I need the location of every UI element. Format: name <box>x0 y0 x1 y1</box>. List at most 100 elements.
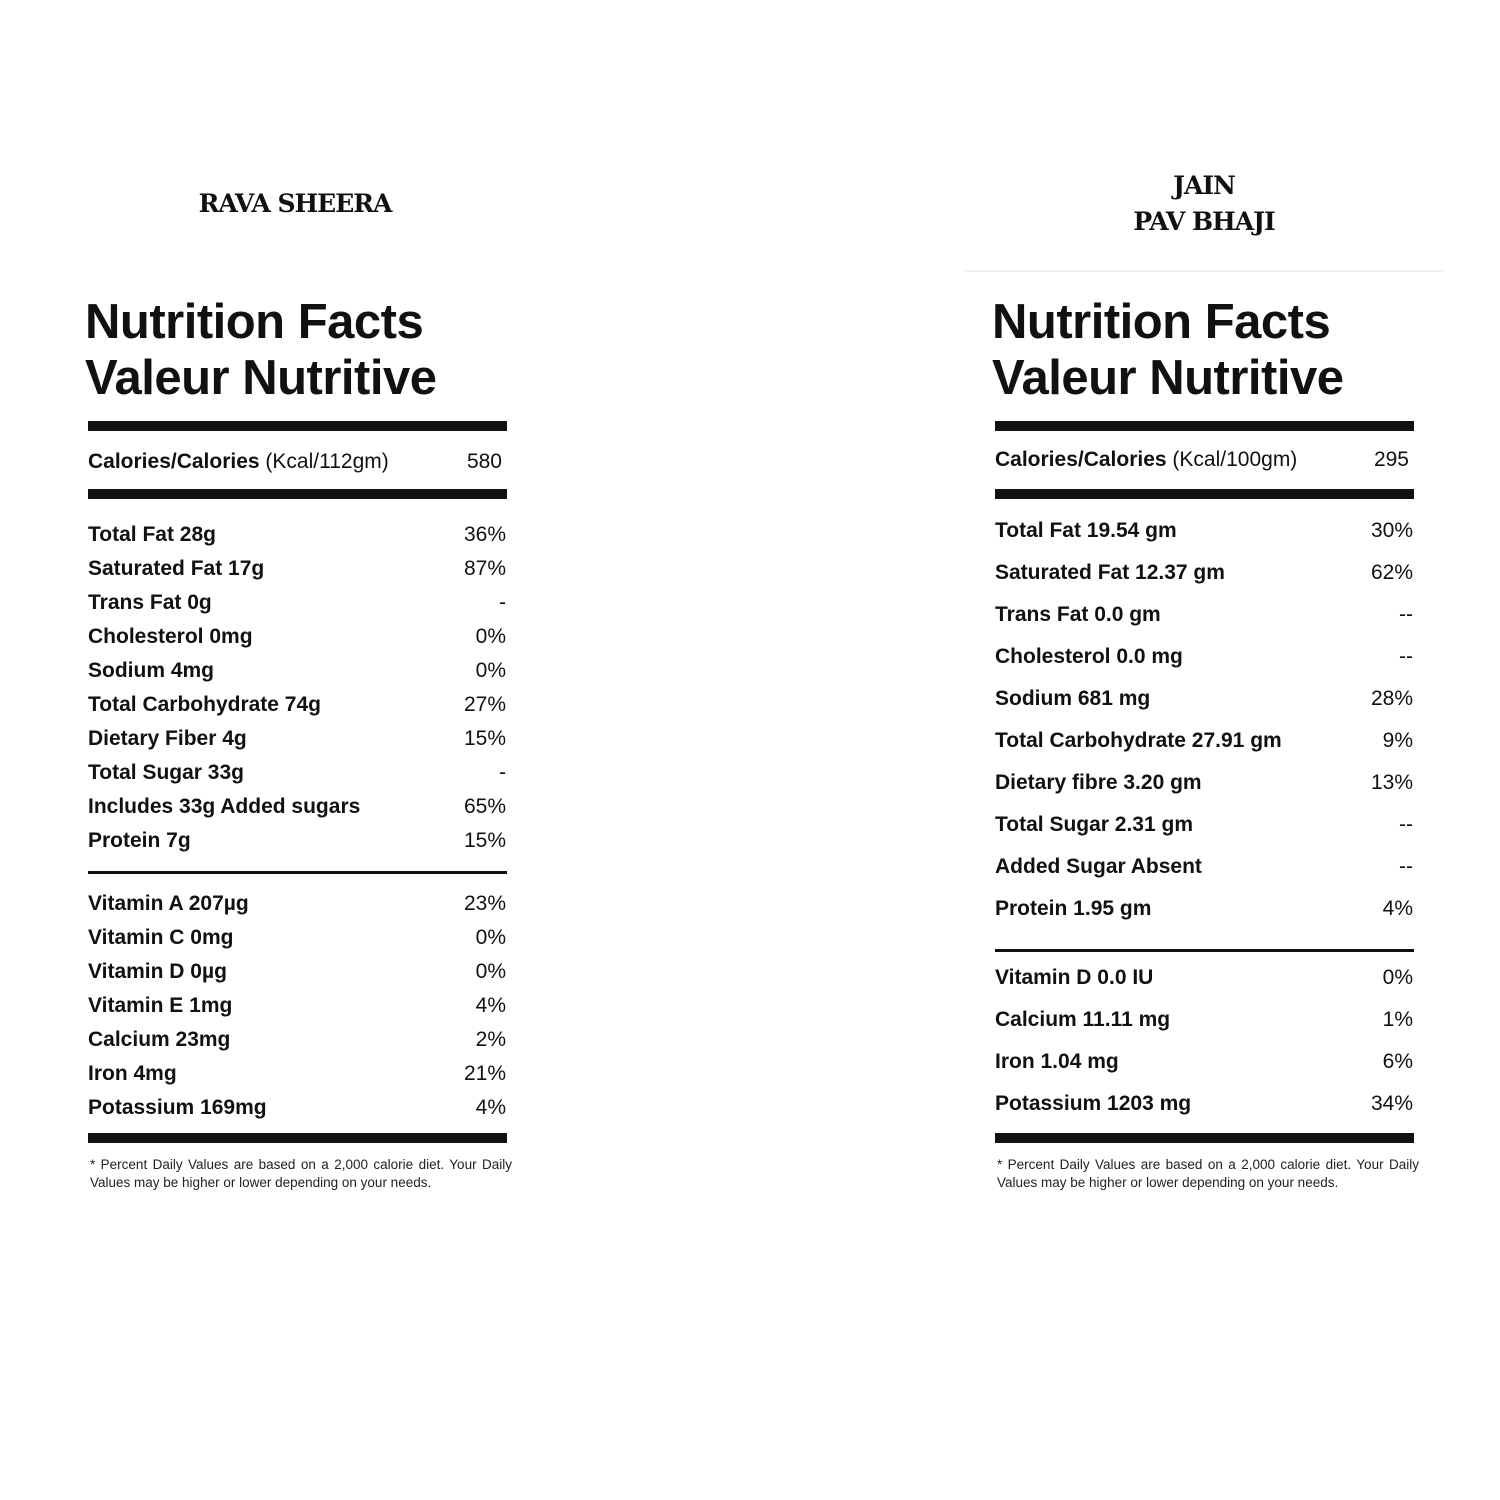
footnote: * Percent Daily Values are based on a 2,… <box>90 1157 512 1190</box>
product-name: RAVA SHEERA <box>100 186 490 222</box>
title-french: Valeur Nutritive <box>992 351 1344 405</box>
nutrient-label: Sodium 681 mg <box>995 687 1151 710</box>
daily-value: 4% <box>1382 897 1413 920</box>
vitamin-label: Vitamin C 0mg <box>88 926 234 949</box>
nutrient-label: Total Sugar 2.31 gm <box>995 813 1193 836</box>
daily-value: - <box>499 591 506 614</box>
daily-value: 6% <box>1382 1050 1413 1073</box>
nutrient-row: Cholesterol 0mg 0% <box>88 620 506 654</box>
nutrient-label: Protein 7g <box>88 829 191 852</box>
nutrient-row: Saturated Fat 17g 87% <box>88 552 506 586</box>
vitamin-row: Iron 4mg 21% <box>88 1057 506 1091</box>
nutrient-label: Total Fat 28g <box>88 523 216 546</box>
calories-row: Calories/Calories (Kcal/100gm) 295 <box>995 443 1413 477</box>
vitamin-label: Iron 1.04 mg <box>995 1050 1119 1073</box>
nutrient-label: Cholesterol 0mg <box>88 625 253 648</box>
vitamin-label: Potassium 169mg <box>88 1096 267 1119</box>
vitamin-row: Vitamin D 0.0 IU 0% <box>995 961 1413 995</box>
nutrient-row: Saturated Fat 12.37 gm 62% <box>995 556 1413 590</box>
nutrient-label: Total Carbohydrate 27.91 gm <box>995 729 1282 752</box>
vitamin-row: Vitamin D 0µg 0% <box>88 955 506 989</box>
nutrient-row: Total Carbohydrate 27.91 gm 9% <box>995 724 1413 758</box>
daily-value: 9% <box>1382 729 1413 752</box>
nutrient-row: Trans Fat 0g - <box>88 586 506 620</box>
nutrient-row: Protein 1.95 gm 4% <box>995 892 1413 926</box>
vitamin-row: Potassium 169mg 4% <box>88 1091 506 1125</box>
daily-value: 1% <box>1382 1008 1413 1031</box>
daily-value: 0% <box>475 926 506 949</box>
nutrient-label: Dietary Fiber 4g <box>88 727 247 750</box>
calories-label-text: Calories/Calories <box>995 448 1173 471</box>
title-english: Nutrition Facts <box>85 295 424 349</box>
nutrient-label: Added Sugar Absent <box>995 855 1202 878</box>
calories-label: Calories/Calories (Kcal/100gm) <box>995 448 1297 472</box>
nutrient-row: Total Sugar 33g - <box>88 756 506 790</box>
title-english: Nutrition Facts <box>992 295 1331 349</box>
nutrient-label: Protein 1.95 gm <box>995 897 1152 920</box>
thick-rule <box>995 489 1414 499</box>
thin-rule <box>995 949 1414 952</box>
vitamin-row: Vitamin C 0mg 0% <box>88 921 506 955</box>
nutrient-label: Total Sugar 33g <box>88 761 244 784</box>
nutrient-row: Trans Fat 0.0 gm -- <box>995 598 1413 632</box>
daily-value: 4% <box>475 994 506 1017</box>
vitamin-label: Calcium 11.11 mg <box>995 1008 1171 1031</box>
nutrient-row: Total Carbohydrate 74g 27% <box>88 688 506 722</box>
calories-label: Calories/Calories (Kcal/112gm) <box>88 450 389 474</box>
calories-label-text: Calories/Calories <box>88 450 266 473</box>
vitamin-label: Vitamin D 0µg <box>88 960 227 983</box>
daily-value: 28% <box>1370 687 1413 710</box>
daily-value: 27% <box>463 693 506 716</box>
daily-value: 0% <box>475 625 506 648</box>
calories-value: 295 <box>1373 448 1409 471</box>
daily-value: 36% <box>463 523 506 546</box>
thick-rule <box>88 1133 507 1143</box>
product-name-line: RAVA SHEERA <box>198 189 393 218</box>
vitamin-row: Calcium 11.11 mg 1% <box>995 1003 1413 1037</box>
product-name: JAIN PAV BHAJI <box>1054 168 1354 240</box>
daily-value: -- <box>1399 603 1413 626</box>
nutrient-row: Added Sugar Absent -- <box>995 850 1413 884</box>
daily-value: 87% <box>463 557 506 580</box>
vitamin-row: Calcium 23mg 2% <box>88 1023 506 1057</box>
daily-value: 34% <box>1370 1092 1413 1115</box>
thick-rule <box>88 489 507 499</box>
daily-value: 13% <box>1370 771 1413 794</box>
daily-value: -- <box>1399 645 1413 668</box>
divider <box>965 270 1443 272</box>
daily-value: 0% <box>1382 966 1413 989</box>
daily-value: 0% <box>475 960 506 983</box>
nutrient-row: Total Fat 28g 36% <box>88 518 506 552</box>
nutrient-row: Dietary fibre 3.20 gm 13% <box>995 766 1413 800</box>
vitamin-row: Vitamin E 1mg 4% <box>88 989 506 1023</box>
daily-value: 2% <box>475 1028 506 1051</box>
daily-value: 65% <box>463 795 506 818</box>
nutrient-label: Trans Fat 0.0 gm <box>995 603 1161 626</box>
thick-rule <box>88 421 507 431</box>
nutrient-label: Includes 33g Added sugars <box>88 795 361 818</box>
daily-value: -- <box>1399 813 1413 836</box>
daily-value: 62% <box>1370 561 1413 584</box>
vitamin-label: Potassium 1203 mg <box>995 1092 1192 1115</box>
calories-unit: (Kcal/112gm) <box>265 450 389 473</box>
calories-row: Calories/Calories (Kcal/112gm) 580 <box>88 445 506 479</box>
thick-rule <box>995 1133 1414 1143</box>
nutrition-facts-panel: Nutrition Facts Valeur Nutritive Calories/… <box>992 0 1419 1500</box>
nutrient-row: Dietary Fiber 4g 15% <box>88 722 506 756</box>
daily-value: 0% <box>475 659 506 682</box>
vitamin-label: Vitamin A 207µg <box>88 892 249 915</box>
daily-value: 30% <box>1370 519 1413 542</box>
daily-value: - <box>499 761 506 784</box>
nutrient-label: Dietary fibre 3.20 gm <box>995 771 1202 794</box>
vitamin-row: Potassium 1203 mg 34% <box>995 1087 1413 1121</box>
nutrient-label: Trans Fat 0g <box>88 591 212 614</box>
vitamin-label: Vitamin D 0.0 IU <box>995 966 1154 989</box>
daily-value: -- <box>1399 855 1413 878</box>
vitamin-label: Calcium 23mg <box>88 1028 231 1051</box>
nutrient-row: Sodium 681 mg 28% <box>995 682 1413 716</box>
nutrient-label: Saturated Fat 17g <box>88 557 265 580</box>
nutrient-row: Cholesterol 0.0 mg -- <box>995 640 1413 674</box>
nutrient-row: Total Fat 19.54 gm 30% <box>995 514 1413 548</box>
daily-value: 21% <box>463 1062 506 1085</box>
calories-value: 580 <box>466 450 502 473</box>
